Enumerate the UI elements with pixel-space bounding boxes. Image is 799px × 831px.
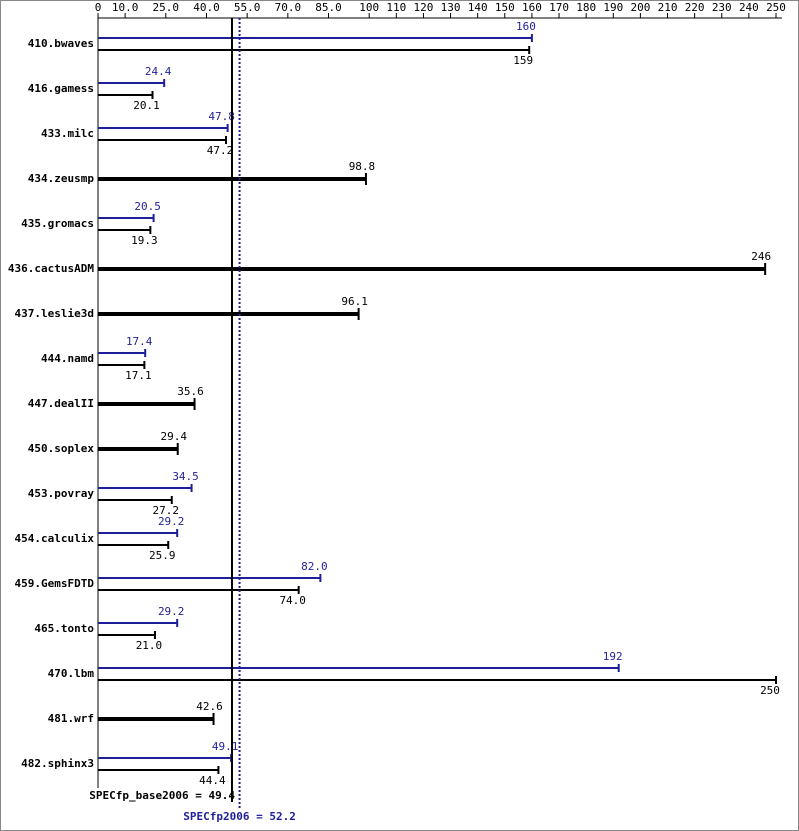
x-tick-label: 100 <box>359 1 379 14</box>
bar <box>98 49 530 51</box>
category-label: 470.lbm <box>48 667 95 680</box>
x-tick-label: 190 <box>603 1 623 14</box>
category-label: 416.gamess <box>28 82 94 95</box>
x-tick-label: 210 <box>658 1 678 14</box>
bar <box>98 94 153 96</box>
value-label: 159 <box>513 54 533 67</box>
category-label: 453.povray <box>28 487 95 500</box>
x-tick-label: 55.0 <box>234 1 261 14</box>
category-label: 437.leslie3d <box>15 307 94 320</box>
x-tick-label: 85.0 <box>315 1 342 14</box>
bar <box>98 679 776 681</box>
x-tick-label: 250 <box>766 1 786 14</box>
bar <box>98 352 146 354</box>
x-tick-label: 110 <box>386 1 406 14</box>
bar <box>98 622 178 624</box>
x-tick-label: 40.0 <box>193 1 220 14</box>
category-label: 433.milc <box>41 127 94 140</box>
value-label: 96.1 <box>341 295 368 308</box>
x-tick-label: 200 <box>630 1 650 14</box>
value-label: 20.5 <box>134 200 161 213</box>
value-label: 160 <box>516 20 536 33</box>
bar <box>98 589 299 591</box>
bar <box>98 402 195 406</box>
x-tick-label: 120 <box>414 1 434 14</box>
bar <box>98 127 228 129</box>
value-label: 29.4 <box>160 430 187 443</box>
value-label: 20.1 <box>133 99 160 112</box>
category-label: 447.dealII <box>28 397 94 410</box>
category-label: 450.soplex <box>28 442 95 455</box>
category-label: 436.cactusADM <box>8 262 94 275</box>
value-label: 17.1 <box>125 369 152 382</box>
value-label: 250 <box>760 684 780 697</box>
x-tick-label: 130 <box>441 1 461 14</box>
bar <box>98 312 359 316</box>
bar <box>98 447 178 451</box>
x-tick-label: 0 <box>95 1 102 14</box>
bar <box>98 487 192 489</box>
peak-metric-label: SPECfp2006 = 52.2 <box>183 810 296 823</box>
category-label: 435.gromacs <box>21 217 94 230</box>
bar <box>98 634 155 636</box>
x-tick-label: 160 <box>522 1 542 14</box>
value-label: 29.2 <box>158 605 185 618</box>
x-tick-label: 10.0 <box>112 1 139 14</box>
category-label: 410.bwaves <box>28 37 94 50</box>
x-tick-label: 150 <box>495 1 515 14</box>
bar <box>98 82 165 84</box>
bar <box>98 769 219 771</box>
value-label: 19.3 <box>131 234 158 247</box>
value-label: 49.1 <box>212 740 239 753</box>
value-label: 24.4 <box>145 65 172 78</box>
value-label: 98.8 <box>349 160 376 173</box>
x-tick-label: 140 <box>468 1 488 14</box>
x-tick-label: 25.0 <box>153 1 180 14</box>
value-label: 192 <box>603 650 623 663</box>
category-label: 465.tonto <box>34 622 94 635</box>
value-label: 82.0 <box>301 560 328 573</box>
category-label: 482.sphinx3 <box>21 757 94 770</box>
bar <box>98 229 151 231</box>
bar <box>98 37 532 39</box>
value-label: 47.8 <box>208 110 235 123</box>
category-label: 434.zeusmp <box>28 172 95 185</box>
x-tick-label: 240 <box>739 1 759 14</box>
bar <box>98 267 766 271</box>
bar <box>98 577 321 579</box>
value-label: 34.5 <box>172 470 199 483</box>
bar <box>98 217 154 219</box>
value-label: 47.2 <box>207 144 234 157</box>
bar <box>98 667 619 669</box>
value-label: 17.4 <box>126 335 153 348</box>
x-tick-label: 170 <box>549 1 569 14</box>
base-metric-label: SPECfp_base2006 = 49.4 <box>89 789 235 802</box>
bar <box>98 139 227 141</box>
value-label: 74.0 <box>279 594 306 607</box>
category-label: 444.namd <box>41 352 94 365</box>
x-tick-label: 180 <box>576 1 596 14</box>
bar <box>98 717 214 721</box>
category-label: 481.wrf <box>48 712 94 725</box>
value-label: 42.6 <box>196 700 223 713</box>
bar <box>98 499 172 501</box>
bar <box>98 757 232 759</box>
value-label: 35.6 <box>177 385 204 398</box>
value-label: 44.4 <box>199 774 226 787</box>
value-label: 25.9 <box>149 549 176 562</box>
bar <box>98 364 145 366</box>
value-label: 246 <box>751 250 771 263</box>
x-tick-label: 230 <box>712 1 732 14</box>
bar <box>98 544 169 546</box>
category-label: 459.GemsFDTD <box>15 577 95 590</box>
x-tick-label: 220 <box>685 1 705 14</box>
category-label: 454.calculix <box>15 532 95 545</box>
value-label: 21.0 <box>136 639 163 652</box>
value-label: 27.2 <box>153 504 180 517</box>
value-label: 29.2 <box>158 515 185 528</box>
bar <box>98 532 178 534</box>
x-tick-label: 70.0 <box>275 1 302 14</box>
